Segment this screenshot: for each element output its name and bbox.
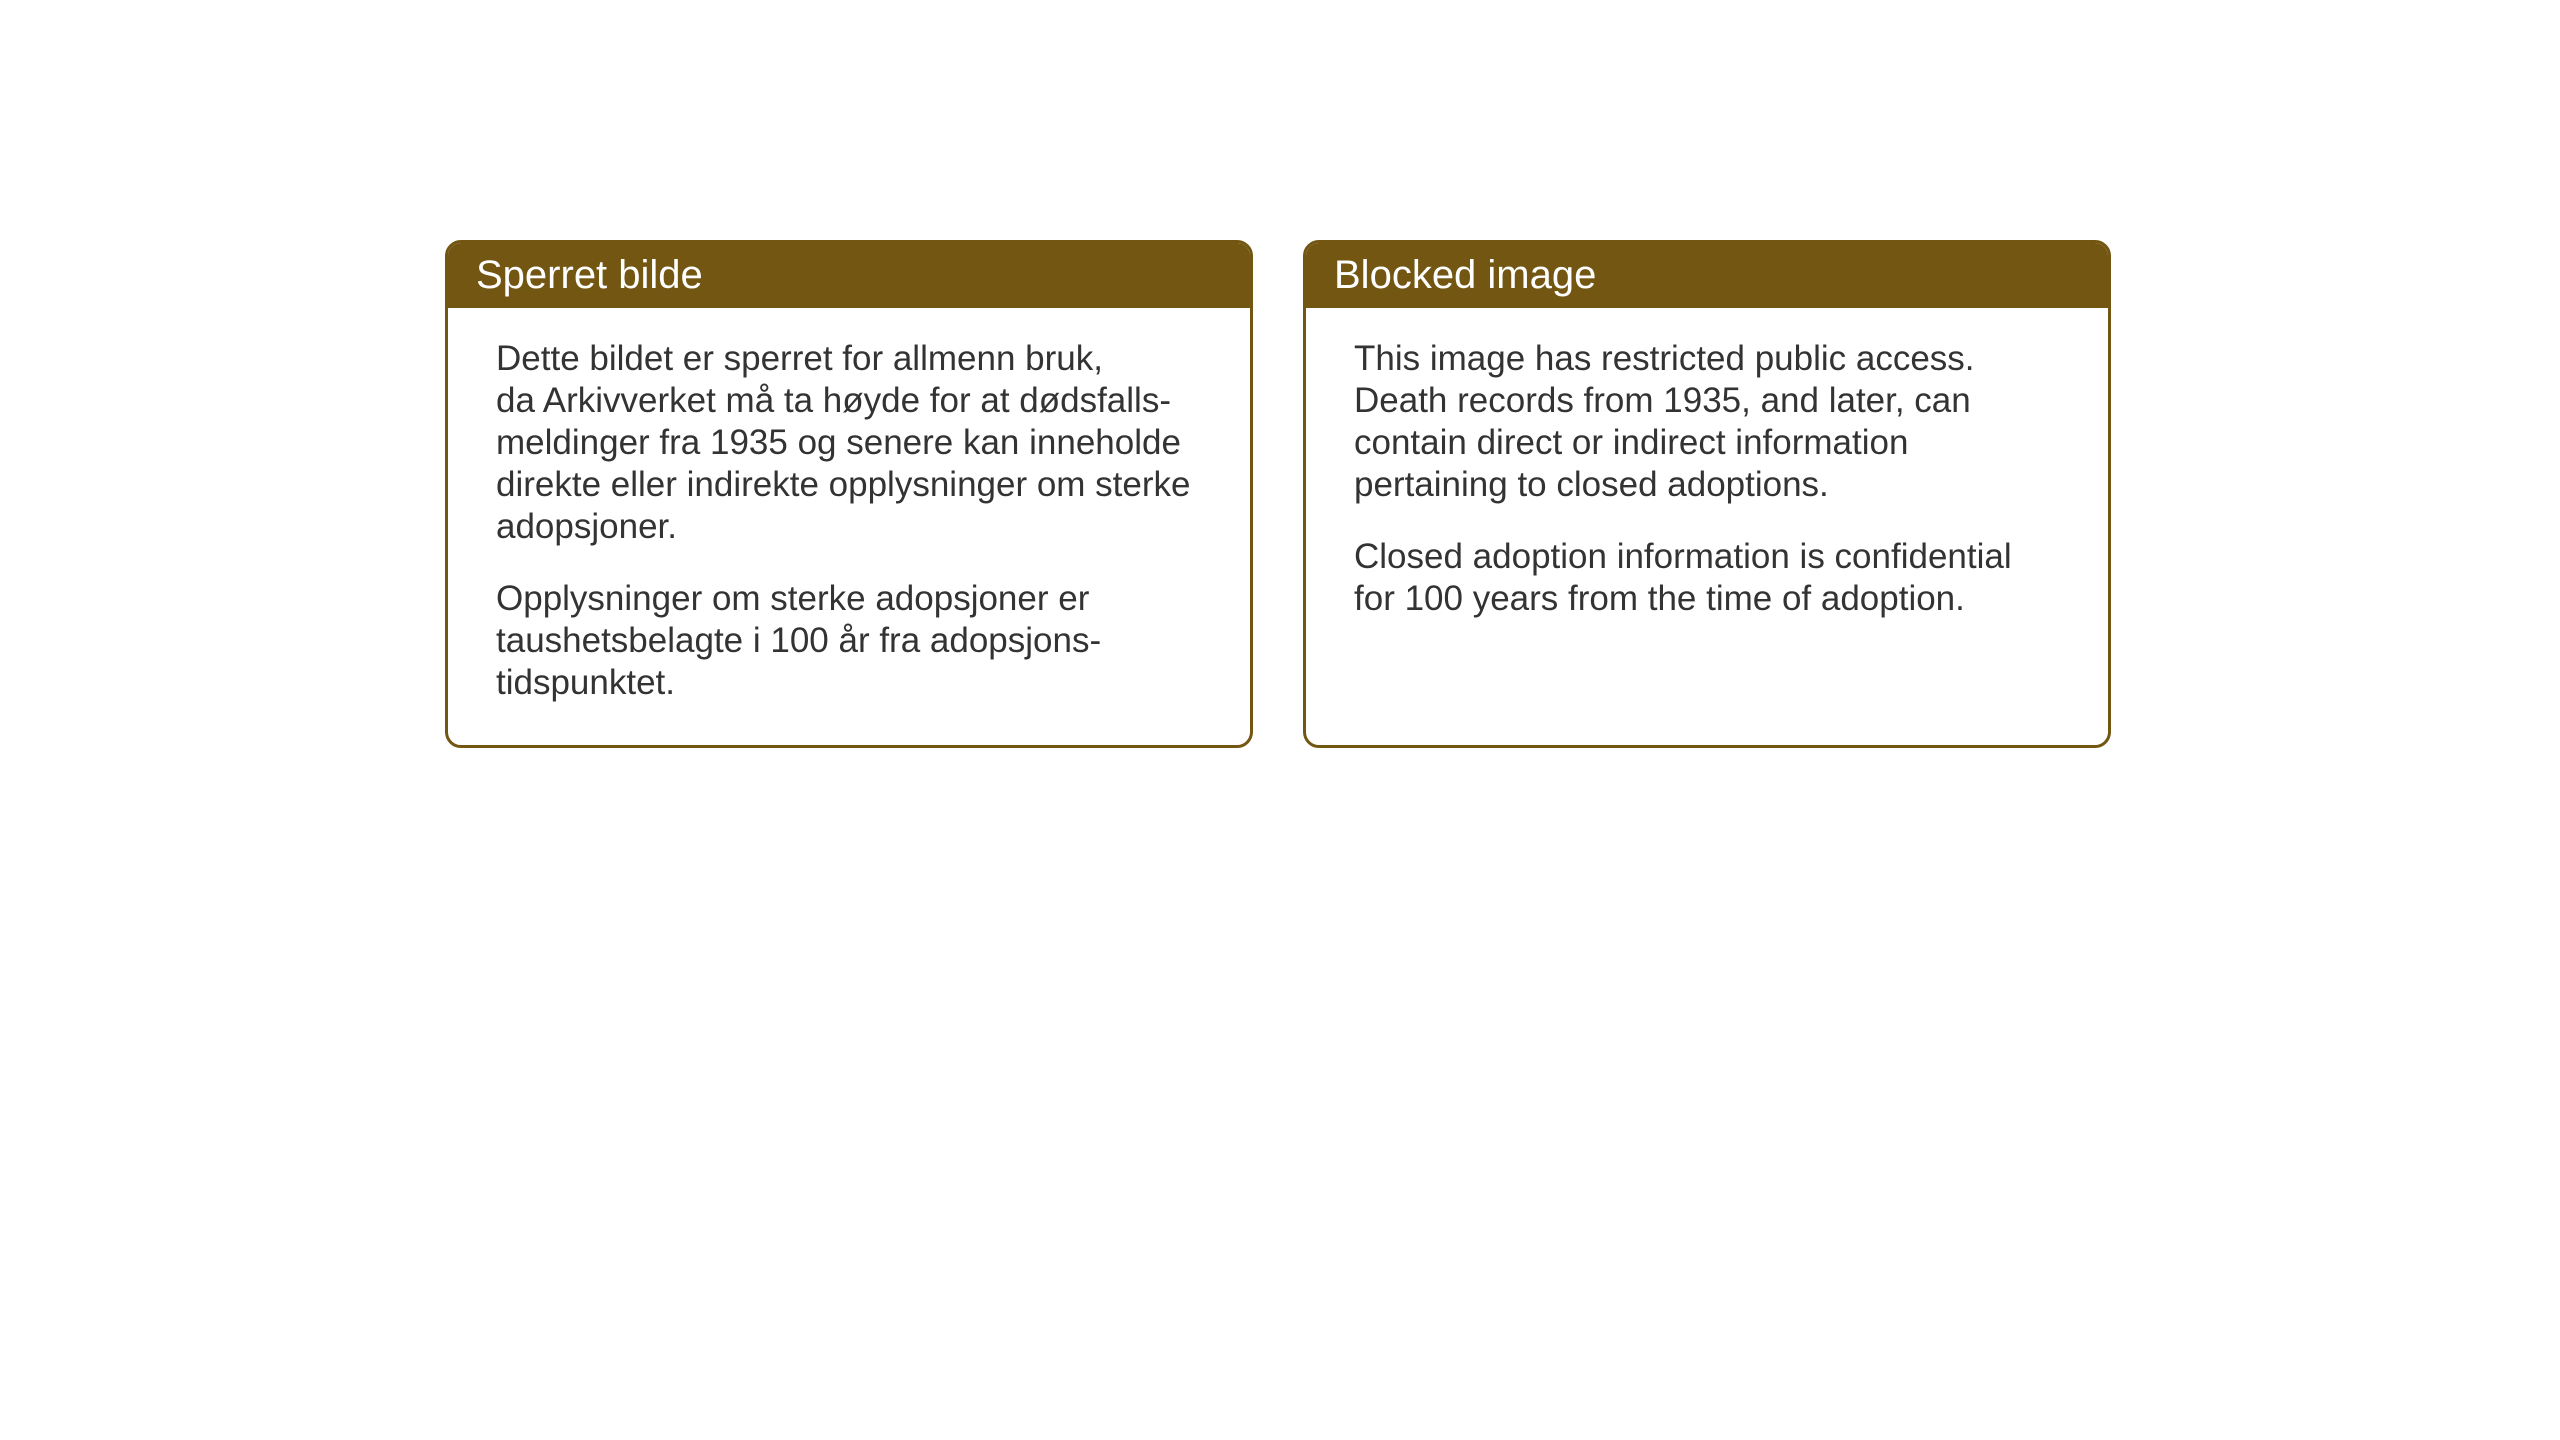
card-english-paragraph1: This image has restricted public access.… xyxy=(1354,338,2060,506)
card-norwegian-paragraph1: Dette bildet er sperret for allmenn bruk… xyxy=(496,338,1202,548)
card-english-body: This image has restricted public access.… xyxy=(1306,308,2108,660)
card-english-paragraph2: Closed adoption information is confident… xyxy=(1354,536,2060,620)
card-english-header: Blocked image xyxy=(1306,243,2108,308)
card-norwegian: Sperret bilde Dette bildet er sperret fo… xyxy=(445,240,1253,748)
card-norwegian-header: Sperret bilde xyxy=(448,243,1250,308)
card-norwegian-body: Dette bildet er sperret for allmenn bruk… xyxy=(448,308,1250,744)
cards-container: Sperret bilde Dette bildet er sperret fo… xyxy=(445,240,2111,748)
card-english: Blocked image This image has restricted … xyxy=(1303,240,2111,748)
card-english-title: Blocked image xyxy=(1334,253,1596,297)
card-norwegian-title: Sperret bilde xyxy=(476,253,703,297)
card-norwegian-paragraph2: Opplysninger om sterke adopsjoner er tau… xyxy=(496,578,1202,704)
